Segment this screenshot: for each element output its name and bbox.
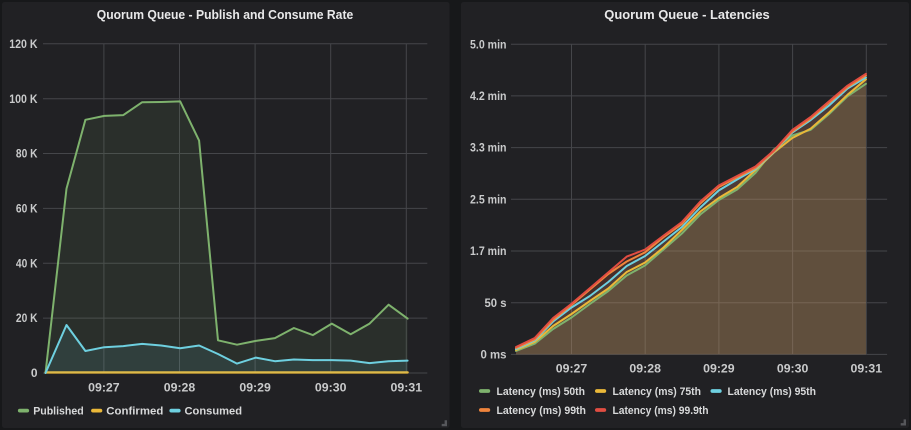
svg-text:09:30: 09:30 [777,361,809,375]
svg-text:100 K: 100 K [9,92,37,106]
svg-text:50 s: 50 s [485,296,507,310]
svg-text:09:29: 09:29 [703,361,735,375]
svg-text:Latency (ms) 75th: Latency (ms) 75th [613,386,702,398]
svg-text:120 K: 120 K [9,37,37,51]
svg-text:3.3 min: 3.3 min [470,141,507,155]
svg-text:09:27: 09:27 [88,381,120,395]
svg-text:09:31: 09:31 [851,361,883,375]
svg-text:09:28: 09:28 [629,361,661,375]
svg-text:5.0 min: 5.0 min [470,37,507,51]
svg-text:Latency (ms) 50th: Latency (ms) 50th [497,386,586,398]
svg-text:1.7 min: 1.7 min [470,244,507,258]
svg-text:09:31: 09:31 [391,381,423,395]
svg-text:Published: Published [33,406,84,418]
svg-text:2.5 min: 2.5 min [470,192,507,206]
svg-text:4.2 min: 4.2 min [470,89,507,103]
svg-text:09:28: 09:28 [164,381,196,395]
svg-text:40 K: 40 K [16,256,38,270]
svg-text:20 K: 20 K [16,311,38,325]
svg-text:80 K: 80 K [16,147,38,161]
svg-text:Latency (ms) 95th: Latency (ms) 95th [728,386,817,398]
svg-text:60 K: 60 K [16,202,38,216]
svg-text:09:29: 09:29 [239,381,271,395]
svg-text:Latency (ms) 99th: Latency (ms) 99th [497,405,587,417]
svg-text:09:30: 09:30 [315,381,347,395]
svg-text:Consumed: Consumed [185,406,243,418]
svg-text:Quorum Queue - Publish and Con: Quorum Queue - Publish and Consume Rate [97,8,354,22]
svg-text:Latency (ms) 99.9th: Latency (ms) 99.9th [613,405,709,417]
svg-text:Confirmed: Confirmed [106,406,163,418]
svg-text:0 ms: 0 ms [481,348,507,362]
svg-text:Quorum Queue - Latencies: Quorum Queue - Latencies [604,8,770,22]
svg-text:09:27: 09:27 [556,361,588,375]
svg-text:0: 0 [31,366,38,380]
